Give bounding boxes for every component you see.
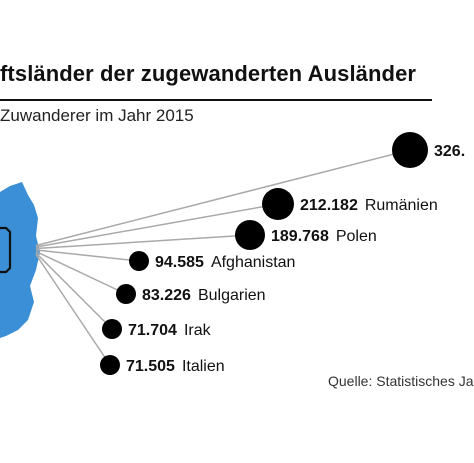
bubble (116, 284, 136, 304)
data-label-country: Bulgarien (198, 287, 266, 304)
data-label: 326. (434, 143, 465, 160)
bubbles: 326. 212.182 Rumänien 189.768 Polen 94.585 Afg… (100, 132, 465, 375)
bubble (102, 319, 122, 339)
funnel-icon (0, 226, 12, 274)
connector-lines (35, 149, 411, 366)
data-label-country: Irak (184, 322, 212, 339)
data-label-value: 71.505 (126, 358, 175, 375)
data-label-value: 189.768 (271, 228, 329, 245)
data-label-country: Afghanistan (211, 254, 296, 271)
bubble (129, 251, 149, 271)
bubble (392, 132, 428, 168)
connector-line (35, 203, 279, 248)
title-divider (0, 99, 432, 101)
connector-line (35, 252, 113, 330)
bubble (235, 220, 265, 250)
connector-line (35, 250, 127, 295)
chart-subtitle: Zuwanderer im Jahr 2015 (0, 106, 194, 125)
data-label-country: Polen (336, 228, 377, 245)
source-note: Quelle: Statistisches Ja (328, 373, 474, 389)
bubble (262, 188, 294, 220)
data-label: 71.704 Irak (128, 322, 212, 339)
data-label: 71.505 Italien (126, 358, 225, 375)
data-label-value: 326. (434, 143, 465, 160)
data-label-value: 212.182 (300, 197, 358, 214)
data-label: 189.768 Polen (271, 228, 377, 245)
data-label: 94.585 Afghanistan (155, 254, 295, 271)
data-label-value: 71.704 (128, 322, 177, 339)
bubble (100, 355, 120, 375)
chart-title: ftsländer der zugewanderten Ausländer (0, 61, 417, 86)
data-label-country: Rumänien (365, 197, 438, 214)
connector-line (35, 249, 140, 262)
germany-map-icon (0, 182, 40, 338)
data-label: 212.182 Rumänien (300, 197, 438, 214)
connector-line (35, 234, 251, 250)
data-label-country: Italien (182, 358, 225, 375)
data-label-value: 83.226 (142, 287, 191, 304)
connector-line (35, 149, 411, 247)
data-label-value: 94.585 (155, 254, 204, 271)
connector-line (35, 254, 111, 366)
data-label: 83.226 Bulgarien (142, 287, 266, 304)
